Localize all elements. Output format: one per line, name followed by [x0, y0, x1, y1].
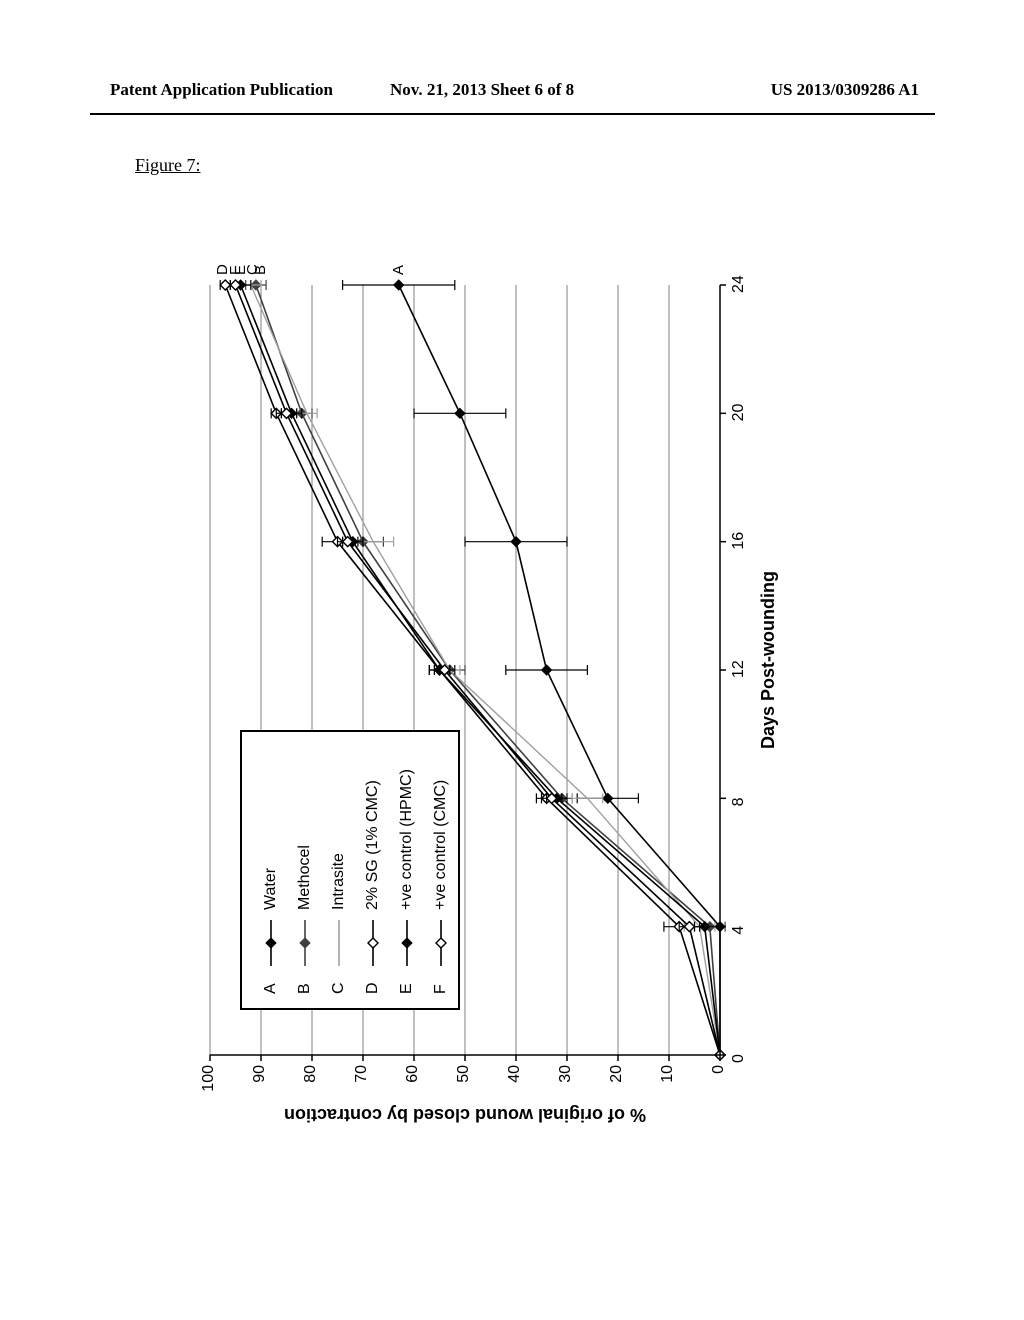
legend-letter: D: [364, 968, 382, 994]
legend-label: +ve control (HPMC): [398, 769, 416, 918]
x-tick-label: 0: [730, 1054, 748, 1063]
y-tick-label: 80: [302, 1065, 320, 1083]
y-tick-label: 50: [455, 1065, 473, 1083]
y-tick-label: 90: [251, 1065, 269, 1083]
legend-row: C Intrasite: [322, 746, 356, 994]
x-tick-label: 16: [730, 532, 748, 550]
header-center: Nov. 21, 2013 Sheet 6 of 8: [390, 80, 574, 100]
legend-swatch: [297, 918, 313, 968]
legend-label: +ve control (CMC): [432, 780, 450, 918]
x-tick-label: 4: [730, 926, 748, 935]
x-axis-title: Days Post-wounding: [758, 550, 779, 770]
y-tick-label: 10: [659, 1065, 677, 1083]
legend-row: A Water: [254, 746, 288, 994]
legend-letter: A: [262, 968, 280, 994]
legend-letter: E: [398, 968, 416, 994]
legend-swatch: [365, 918, 381, 968]
legend-letter: C: [330, 968, 348, 994]
legend-letter: B: [296, 968, 314, 994]
x-tick-label: 24: [730, 275, 748, 293]
y-tick-label: 20: [608, 1065, 626, 1083]
page: Patent Application Publication Nov. 21, …: [0, 0, 1024, 1320]
y-tick-label: 40: [506, 1065, 524, 1083]
legend: A Water B Methocel C Intrasite D 2% SG (1% CMC)…: [240, 730, 460, 1010]
header-right: US 2013/0309286 A1: [771, 80, 919, 100]
legend-swatch: [331, 918, 347, 968]
figure-label: Figure 7:: [135, 155, 201, 176]
legend-label: Water: [262, 868, 280, 918]
y-tick-label: 0: [710, 1065, 728, 1074]
x-tick-label: 12: [730, 660, 748, 678]
legend-letter: F: [432, 968, 450, 994]
y-tick-label: 30: [557, 1065, 575, 1083]
x-tick-label: 8: [730, 797, 748, 806]
header-rule: [90, 113, 935, 115]
legend-row: F +ve control (CMC): [424, 746, 458, 994]
legend-label: Intrasite: [330, 853, 348, 918]
y-tick-label: 100: [200, 1065, 218, 1092]
x-tick-label: 20: [730, 404, 748, 422]
chart-rotated-container: A Water B Methocel C Intrasite D 2% SG (1% CMC)…: [180, 200, 830, 1150]
legend-label: Methocel: [296, 845, 314, 918]
chart-stage: A Water B Methocel C Intrasite D 2% SG (1% CMC)…: [180, 200, 830, 1150]
legend-swatch: [263, 918, 279, 968]
series-end-label: A: [390, 265, 407, 275]
y-tick-label: 70: [353, 1065, 371, 1083]
legend-row: B Methocel: [288, 746, 322, 994]
legend-label: 2% SG (1% CMC): [364, 780, 382, 918]
legend-row: D 2% SG (1% CMC): [356, 746, 390, 994]
series-end-label: B: [252, 265, 269, 275]
y-axis-title: % of original wound closed by contractio…: [265, 1104, 665, 1125]
y-tick-label: 60: [404, 1065, 422, 1083]
legend-row: E +ve control (HPMC): [390, 746, 424, 994]
legend-swatch: [433, 918, 449, 968]
header-left: Patent Application Publication: [110, 80, 333, 100]
legend-swatch: [399, 918, 415, 968]
